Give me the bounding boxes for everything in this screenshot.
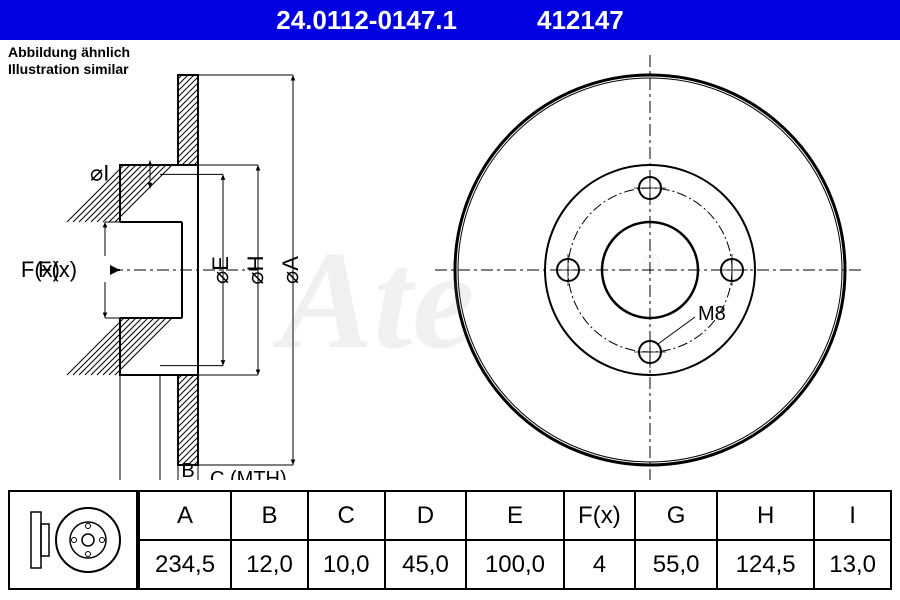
diagram-area: M8⌀A⌀H⌀E⌀G⌀IF(x)F(x)BC (MTH)D Ate® xyxy=(0,40,900,480)
svg-text:⌀H: ⌀H xyxy=(243,255,268,284)
svg-text:⌀E: ⌀E xyxy=(208,256,233,284)
col-header: B xyxy=(231,491,308,540)
svg-text:C (MTH): C (MTH) xyxy=(210,468,287,480)
col-header: H xyxy=(717,491,814,540)
col-value: 13,0 xyxy=(814,540,891,589)
svg-text:B: B xyxy=(181,460,194,480)
col-value: 10,0 xyxy=(308,540,385,589)
spec-table: ABCDEF(x)GHI234,512,010,045,0100,0455,01… xyxy=(138,490,892,590)
col-header: A xyxy=(139,491,231,540)
col-header: D xyxy=(385,491,467,540)
col-value: 12,0 xyxy=(231,540,308,589)
col-value: 4 xyxy=(564,540,636,589)
col-value: 100,0 xyxy=(466,540,563,589)
part-number-long: 24.0112-0147.1 xyxy=(276,5,457,36)
disc-thumbnail-icon xyxy=(23,500,123,580)
col-header: G xyxy=(635,491,717,540)
col-header: F(x) xyxy=(564,491,636,540)
col-value: 55,0 xyxy=(635,540,717,589)
col-header: C xyxy=(308,491,385,540)
col-value: 45,0 xyxy=(385,540,467,589)
technical-drawing: M8⌀A⌀H⌀E⌀G⌀IF(x)F(x)BC (MTH)D xyxy=(0,40,900,480)
col-value: 124,5 xyxy=(717,540,814,589)
spec-table-wrap: ABCDEF(x)GHI234,512,010,045,0100,0455,01… xyxy=(8,490,892,590)
col-value: 234,5 xyxy=(139,540,231,589)
svg-text:⌀A: ⌀A xyxy=(278,256,303,284)
col-header: I xyxy=(814,491,891,540)
header-bar: 24.0112-0147.1 412147 xyxy=(0,0,900,40)
part-number-short: 412147 xyxy=(537,5,624,36)
disc-thumbnail-cell xyxy=(8,490,138,590)
svg-text:⌀I: ⌀I xyxy=(90,160,109,185)
col-header: E xyxy=(466,491,563,540)
svg-text:M8: M8 xyxy=(698,303,726,325)
svg-text:F(x): F(x) xyxy=(38,257,77,282)
